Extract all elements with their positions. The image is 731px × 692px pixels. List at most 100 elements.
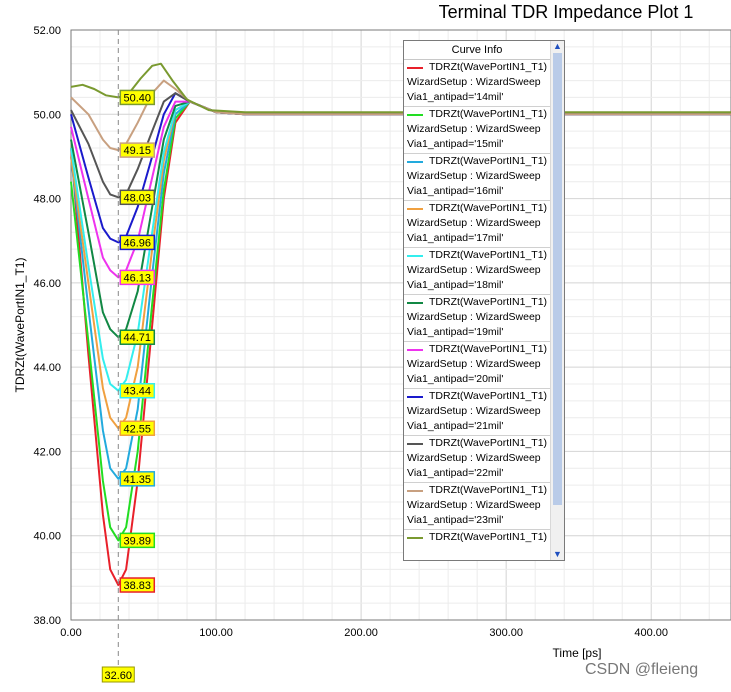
marker-x-flag[interactable]: 32.60: [101, 666, 135, 683]
value-label-box: [119, 532, 156, 549]
scroll-down-icon[interactable]: ▼: [553, 549, 562, 559]
legend-item-title-row: TDRZt(WavePortIN1_T1): [407, 530, 550, 545]
y-axis-label: TDRZt(WavePortIN1_T1): [13, 258, 27, 393]
y-tick-label: 40.00: [33, 531, 61, 543]
legend-item-detail: WizardSetup : WizardSweep: [407, 123, 541, 135]
chart-title: Terminal TDR Impedance Plot 1: [439, 2, 694, 22]
value-label: 44.71: [124, 332, 152, 344]
legend-item[interactable]: TDRZt(WavePortIN1_T1) WizardSetup : Wizar…: [404, 201, 550, 248]
legend-swatch: [407, 113, 423, 116]
value-label-box: [119, 142, 156, 158]
series-line-2[interactable]: [70, 100, 731, 542]
legend-swatch: [407, 442, 423, 445]
value-label: 42.55: [124, 423, 152, 435]
value-label-box: [119, 329, 156, 345]
legend-item[interactable]: TDRZt(WavePortIN1_T1) WizardSetup : Wizar…: [404, 107, 550, 154]
legend-item[interactable]: TDRZt(WavePortIN1_T1) WizardSetup : Wizar…: [404, 248, 550, 295]
legend-item[interactable]: TDRZt(WavePortIN1_T1) WizardSetup : Wizar…: [404, 295, 550, 342]
legend-swatch: [407, 301, 423, 304]
legend-item-detail: Via1_antipad='21mil': [407, 420, 504, 432]
legend-item-detail: WizardSetup : WizardSweep: [407, 76, 541, 88]
legend-item-detail: WizardSetup : WizardSweep: [407, 499, 541, 511]
legend-item-detail: WizardSetup : WizardSweep: [407, 405, 541, 417]
value-label: 38.83: [124, 580, 152, 592]
legend-item-detail: WizardSetup : WizardSweep: [407, 452, 541, 464]
legend-item-name: TDRZt(WavePortIN1_T1): [429, 249, 548, 261]
legend-item-name: TDRZt(WavePortIN1_T1): [429, 484, 548, 496]
legend-item-title-row: TDRZt(WavePortIN1_T1): [407, 60, 550, 75]
value-label: 46.96: [124, 237, 152, 249]
value-label: 39.89: [124, 535, 152, 547]
legend-swatch: [407, 489, 423, 492]
value-label: 49.15: [124, 145, 152, 157]
y-tick-label: 50.00: [33, 109, 61, 121]
value-label-box: [119, 234, 156, 251]
legend-item[interactable]: TDRZt(WavePortIN1_T1) WizardSetup : Wizar…: [404, 389, 550, 436]
legend-item[interactable]: TDRZt(WavePortIN1_T1): [404, 530, 550, 560]
grid: [71, 29, 731, 620]
legend-item-title-row: TDRZt(WavePortIN1_T1): [407, 248, 550, 263]
y-tick-label: 46.00: [33, 278, 61, 290]
curve-info-legend[interactable]: Curve Info TDRZt(WavePortIN1_T1) WizardSe…: [403, 40, 565, 561]
legend-item-title-row: TDRZt(WavePortIN1_T1): [407, 342, 550, 357]
scroll-up-icon[interactable]: ▲: [553, 41, 562, 51]
legend-header: Curve Info: [404, 41, 550, 60]
legend-swatch: [407, 395, 423, 398]
legend-item-title-row: TDRZt(WavePortIN1_T1): [407, 483, 550, 498]
plot-area-border: [70, 29, 731, 621]
value-label-box: [119, 269, 156, 286]
legend-item[interactable]: TDRZt(WavePortIN1_T1) WizardSetup : Wizar…: [404, 436, 550, 483]
legend-swatch: [407, 254, 423, 257]
legend-item-detail: Via1_antipad='17mil': [407, 232, 504, 244]
legend-item-title-row: TDRZt(WavePortIN1_T1): [407, 201, 550, 216]
legend-item-name: TDRZt(WavePortIN1_T1): [429, 390, 548, 402]
legend-item-title-row: TDRZt(WavePortIN1_T1): [407, 389, 550, 404]
value-label: 48.03: [124, 192, 152, 204]
marker-x-box: [101, 666, 135, 683]
legend-swatch: [407, 207, 423, 210]
x-tick-label: 300.00: [489, 627, 523, 639]
legend-item[interactable]: TDRZt(WavePortIN1_T1) WizardSetup : Wizar…: [404, 154, 550, 201]
legend-item-detail: Via1_antipad='15mil': [407, 138, 504, 150]
legend-item-title-row: TDRZt(WavePortIN1_T1): [407, 154, 550, 169]
legend-swatch: [407, 348, 423, 351]
legend-item-name: TDRZt(WavePortIN1_T1): [429, 61, 548, 73]
scroll-thumb[interactable]: [553, 53, 562, 505]
legend-item-detail: WizardSetup : WizardSweep: [407, 264, 541, 276]
legend-item-detail: WizardSetup : WizardSweep: [407, 358, 541, 370]
legend-item-detail: Via1_antipad='20mil': [407, 373, 504, 385]
legend-item[interactable]: TDRZt(WavePortIN1_T1) WizardSetup : Wizar…: [404, 342, 550, 389]
legend-item-name: TDRZt(WavePortIN1_T1): [429, 296, 548, 308]
legend-item-name: TDRZt(WavePortIN1_T1): [429, 531, 548, 543]
value-label-box: [119, 420, 156, 436]
series-line-11[interactable]: [70, 62, 731, 114]
legend-item-title-row: TDRZt(WavePortIN1_T1): [407, 107, 550, 122]
legend-swatch: [407, 66, 423, 69]
legend-item-detail: Via1_antipad='16mil': [407, 185, 504, 197]
value-label-box: [119, 89, 156, 106]
x-tick-label: 400.00: [634, 627, 668, 639]
legend-item-detail: Via1_antipad='14mil': [407, 91, 504, 103]
legend-item-name: TDRZt(WavePortIN1_T1): [429, 108, 548, 120]
x-tick-label: 0.00: [60, 627, 81, 639]
legend-scrollbar[interactable]: ▲ ▼: [550, 41, 564, 560]
value-label-box: [119, 382, 156, 399]
legend-swatch: [407, 536, 423, 539]
series-line-1[interactable]: [70, 100, 731, 586]
y-tick-label: 52.00: [33, 25, 61, 37]
value-label: 41.35: [124, 474, 152, 486]
legend-item-detail: WizardSetup : WizardSweep: [407, 217, 541, 229]
legend-swatch: [407, 160, 423, 163]
legend-item-detail: WizardSetup : WizardSweep: [407, 170, 541, 182]
legend-item-title-row: TDRZt(WavePortIN1_T1): [407, 295, 550, 310]
legend-item-detail: Via1_antipad='18mil': [407, 279, 504, 291]
legend-item[interactable]: TDRZt(WavePortIN1_T1) WizardSetup : Wizar…: [404, 60, 550, 107]
x-tick-label: 100.00: [199, 627, 233, 639]
series-lines: [70, 62, 731, 586]
value-label: 46.13: [124, 272, 152, 284]
x-axis-ticks: 0.00 100.00 200.00 300.00 400.00: [60, 627, 668, 639]
legend-item-detail: Via1_antipad='19mil': [407, 326, 504, 338]
legend-item[interactable]: TDRZt(WavePortIN1_T1) WizardSetup : Wizar…: [404, 483, 550, 530]
y-tick-label: 48.00: [33, 194, 61, 206]
value-label-box: [119, 577, 156, 593]
